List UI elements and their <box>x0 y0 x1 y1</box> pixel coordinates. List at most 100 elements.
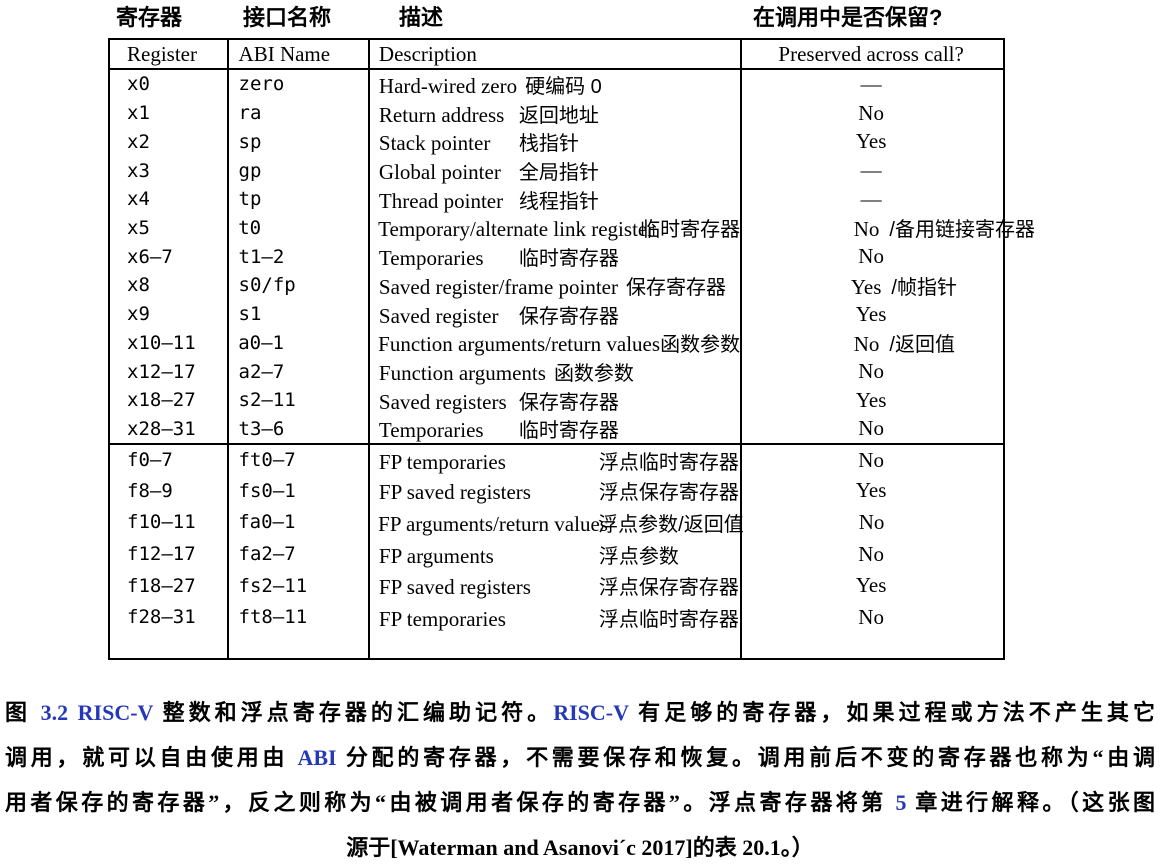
caption-line: 图 3.2 RISC-V 整数和浮点寄存器的汇编助记符。RISC-V 有足够的寄… <box>5 690 1155 735</box>
preserved-cell: No /返回值 <box>853 332 955 357</box>
table-row: x18–27 s2–11 Saved registers 保存寄存器 Yes <box>110 386 1003 415</box>
description-chinese: 保存寄存器 <box>518 391 619 414</box>
register-cell: x0 <box>127 73 150 96</box>
caption-text: 调用，就可以自由使用由 <box>5 745 298 770</box>
description-english: FP saved registers <box>378 575 531 600</box>
table-row: x4 tp Thread pointer 线程指针 — <box>110 185 1003 214</box>
caption-text: 图 <box>5 700 41 725</box>
description-chinese: 临时寄存器 <box>640 219 741 242</box>
description-cell: Function arguments 函数参数 <box>369 357 739 386</box>
abi-name-cell: zero <box>238 73 285 96</box>
register-cell: x12–17 <box>127 360 196 383</box>
abi-name-cell: a2–7 <box>238 360 285 383</box>
figure-caption: 图 3.2 RISC-V 整数和浮点寄存器的汇编助记符。RISC-V 有足够的寄… <box>0 690 1160 868</box>
description-chinese: 线程指针 <box>518 190 599 213</box>
abi-name-cell: t0 <box>238 216 262 239</box>
caption-link-text: 3.2 RISC-V <box>40 700 154 725</box>
description-cell: Hard-wired zero 硬编码 0 <box>369 70 739 99</box>
abi-name-cell: t3–6 <box>238 417 285 440</box>
abi-name-cell: s1 <box>238 303 262 326</box>
caption-line: 用者保存的寄存器”，反之则称为“由被调用者保存的寄存器”。浮点寄存器将第 5 章… <box>5 780 1155 825</box>
preserved-value: — <box>860 71 882 96</box>
preserved-value: Yes <box>855 387 887 412</box>
description-chinese: 浮点临时寄存器 <box>598 608 739 631</box>
abi-name-cell: a0–1 <box>238 331 284 354</box>
preserved-value: No <box>858 100 884 125</box>
abi-name-cell: fs0–1 <box>238 479 296 502</box>
description-english: Saved register/frame pointer <box>378 274 618 299</box>
preserved-cell: No <box>739 448 1003 473</box>
register-cell: x1 <box>127 102 150 125</box>
description-cell: Thread pointer 线程指针 <box>369 185 739 214</box>
abi-name-cell: ft8–11 <box>238 606 308 629</box>
register-cell: f0–7 <box>127 449 173 472</box>
preserved-cell: No <box>739 416 1003 441</box>
description-cell: FP temporaries 浮点临时寄存器 <box>369 603 739 632</box>
description-chinese: 浮点临时寄存器 <box>598 451 739 474</box>
preserved-value: No <box>853 217 880 242</box>
description-cell: Saved register 保存寄存器 <box>369 300 739 329</box>
caption-text: 源于[Waterman and Asanovi´c 2017]的表 20.1。） <box>346 835 814 860</box>
description-chinese: 保存寄存器 <box>626 276 726 299</box>
description-english: Temporaries <box>378 246 484 271</box>
register-cell: f28–31 <box>127 606 196 629</box>
preserved-cell: No <box>740 510 1003 535</box>
caption-link-text: 5 <box>895 790 907 815</box>
description-cell: Global pointer 全局指针 <box>369 156 739 185</box>
abi-name-cell: fa2–7 <box>238 543 296 566</box>
column-label-register-zh: 寄存器 <box>116 5 183 30</box>
preserved-value: Yes <box>855 478 887 503</box>
description-cell: Saved registers 保存寄存器 <box>369 386 739 415</box>
description-chinese: 保存寄存器 <box>518 305 619 328</box>
preserved-value: No <box>858 541 884 566</box>
preserved-value: — <box>860 158 882 183</box>
description-chinese: 栈指针 <box>518 133 579 156</box>
abi-name-cell: fa0–1 <box>238 511 296 534</box>
preserved-cell: Yes <box>739 573 1003 598</box>
table-row: x3 gp Global pointer 全局指针 — <box>110 156 1003 185</box>
caption-text: 整数和浮点寄存器的汇编助记符。 <box>153 700 554 725</box>
description-english: Temporaries <box>378 418 484 443</box>
description-chinese: 全局指针 <box>518 162 599 185</box>
preserved-value: Yes <box>850 274 882 299</box>
abi-name-cell: tp <box>238 188 262 211</box>
table-row: x9 s1 Saved register 保存寄存器 Yes <box>110 300 1003 329</box>
description-chinese: 函数参数 <box>660 334 741 357</box>
abi-name-cell: s2–11 <box>238 389 296 412</box>
register-cell: x18–27 <box>127 389 196 412</box>
column-divider <box>227 40 229 658</box>
table-row: f10–11 fa0–1 FP arguments/return values … <box>110 507 1003 539</box>
preserved-cell: Yes /帧指针 <box>850 274 957 299</box>
description-english: Return address <box>378 102 505 127</box>
table-row: x28–31 t3–6 Temporaries 临时寄存器 No <box>110 415 1003 444</box>
description-chinese: 浮点参数/返回值 <box>598 513 744 536</box>
description-cell: FP temporaries 浮点临时寄存器 <box>369 446 739 475</box>
preserved-cell: — <box>739 72 1003 97</box>
register-cell: f18–27 <box>127 574 196 597</box>
description-cell: Temporaries 临时寄存器 <box>369 242 739 271</box>
description-cell: FP arguments/return values 浮点参数/返回值 <box>368 508 744 537</box>
register-cell: x6–7 <box>127 245 173 268</box>
abi-name-cell: fs2–11 <box>238 574 308 597</box>
description-english: Stack pointer <box>378 131 491 156</box>
description-cell: Temporaries 临时寄存器 <box>369 414 739 443</box>
preserved-value: No <box>858 447 884 472</box>
abi-name-cell: ft0–7 <box>238 449 296 472</box>
preserved-cell: — <box>739 187 1003 212</box>
caption-text: 用者保存的寄存器”，反之则称为“由被调用者保存的寄存器”。浮点寄存器将第 <box>5 790 896 815</box>
column-label-description-zh: 描述 <box>399 5 444 30</box>
abi-name-cell: ra <box>238 102 262 125</box>
table-row: x5 t0 Temporary/alternate link register … <box>110 214 1035 243</box>
description-cell: FP arguments 浮点参数 <box>369 540 739 569</box>
description-chinese: 临时寄存器 <box>518 420 619 443</box>
preserved-cell: Yes <box>739 388 1003 413</box>
table-row: f18–27 fs2–11 FP saved registers 浮点保存寄存器… <box>110 570 1003 602</box>
register-cell: x3 <box>127 159 150 182</box>
description-english: FP temporaries <box>378 449 506 474</box>
register-cell: f8–9 <box>127 479 173 502</box>
register-cell: x2 <box>127 130 150 153</box>
description-english: Thread pointer <box>378 188 504 213</box>
table-row: x1 ra Return address 返回地址 No <box>110 99 1003 128</box>
register-cell: f12–17 <box>127 543 196 566</box>
